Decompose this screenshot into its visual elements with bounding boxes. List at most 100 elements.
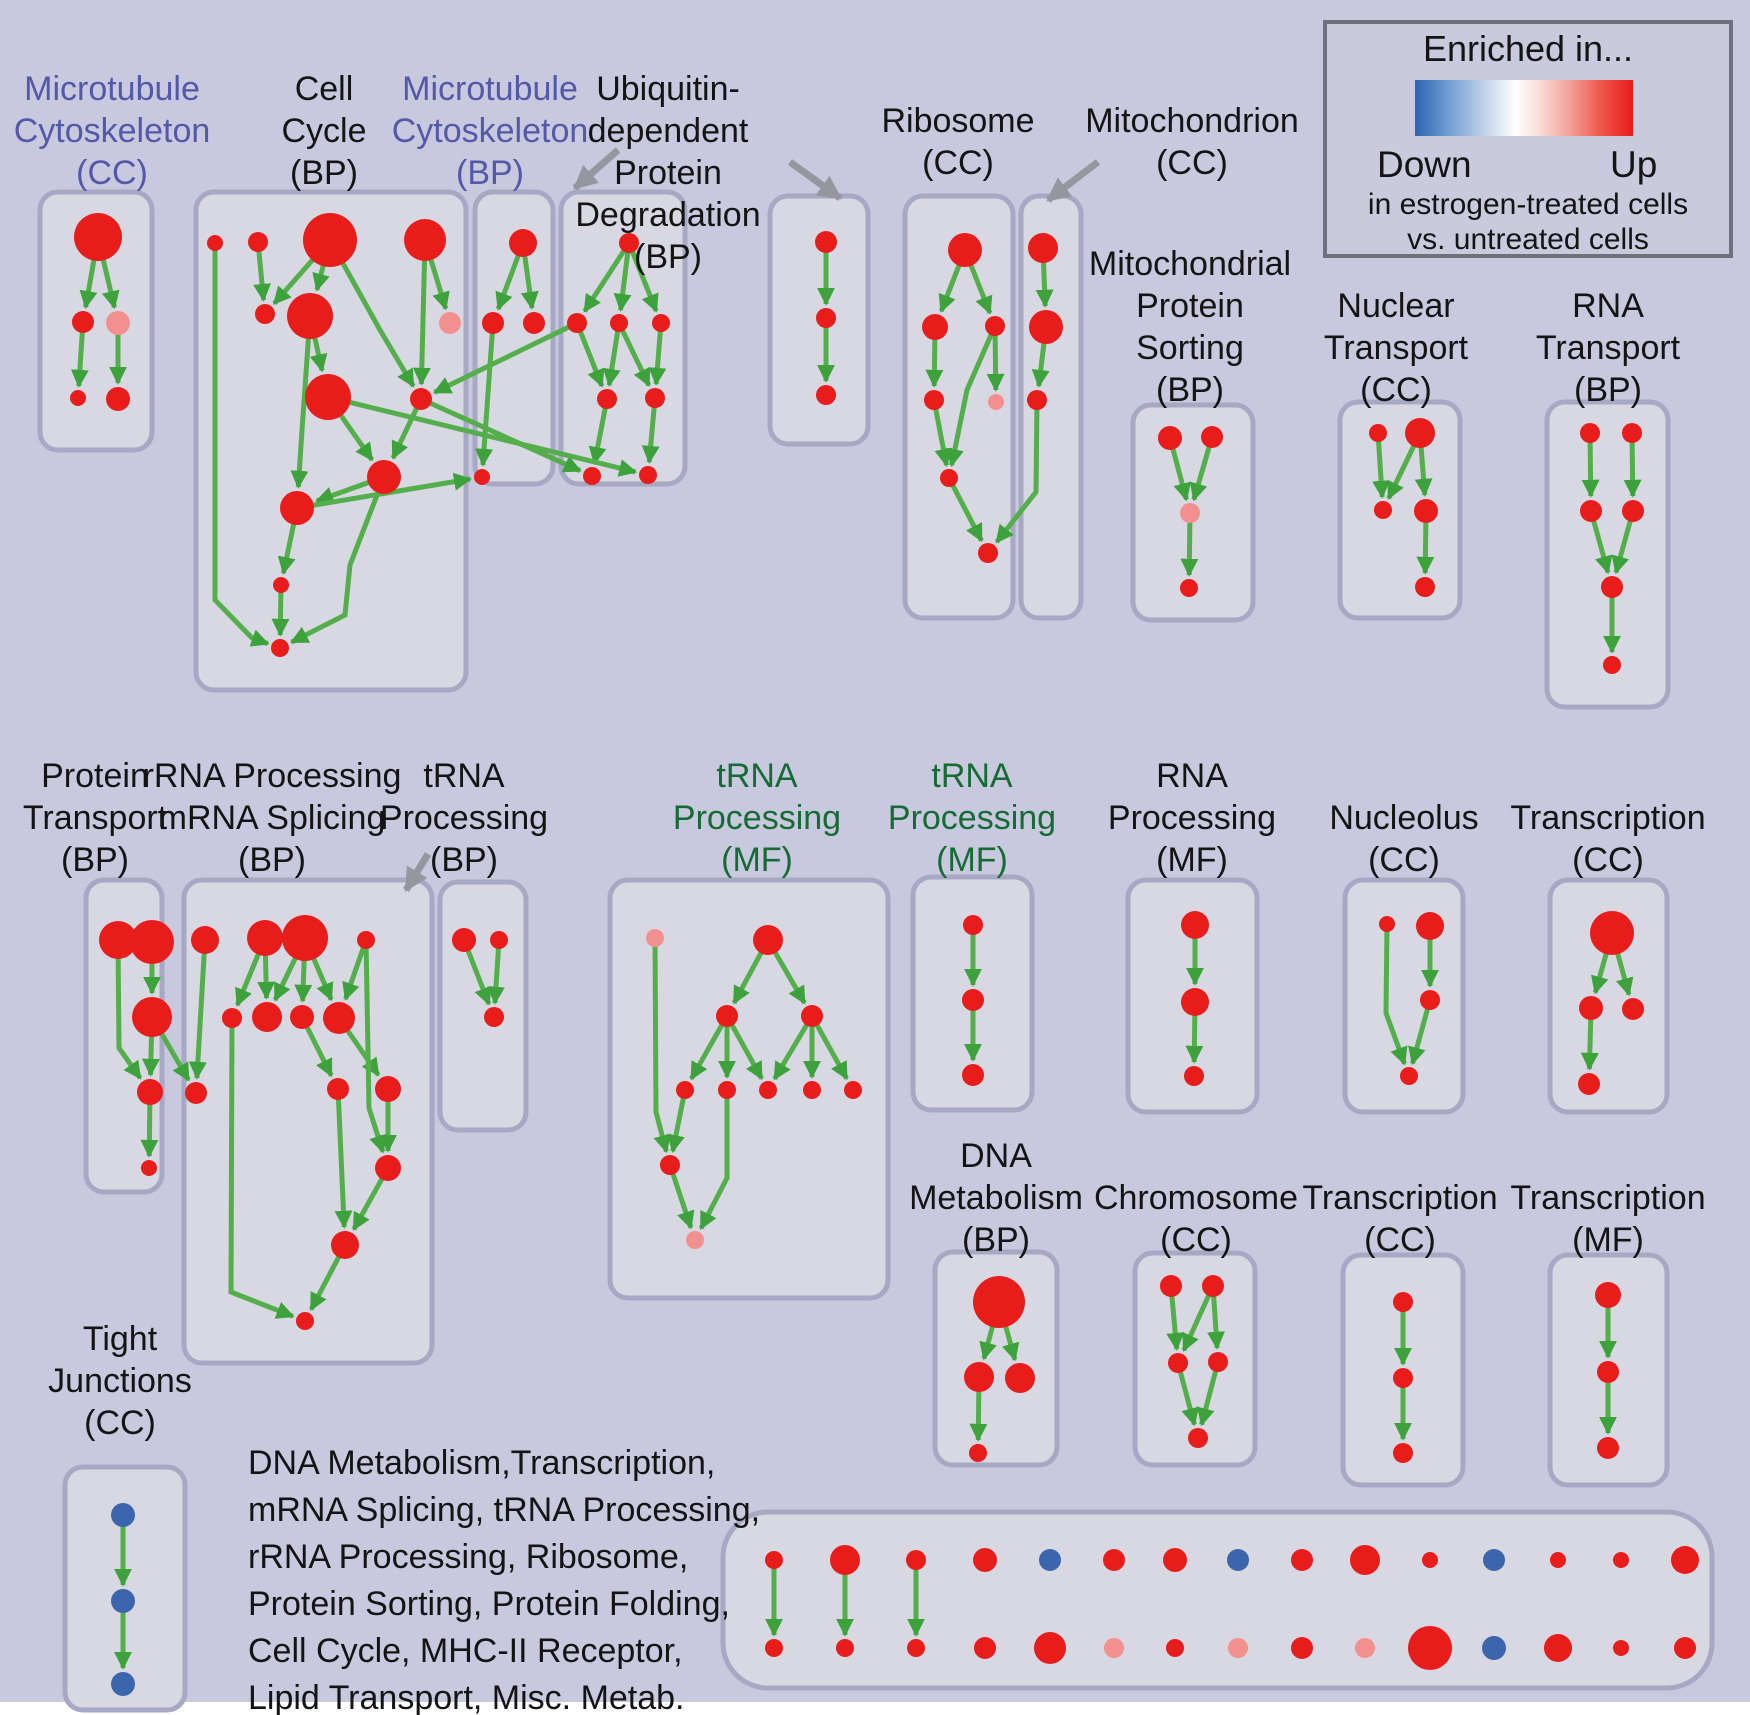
- cluster-label-line: (CC): [922, 144, 994, 182]
- gene-node: [287, 293, 333, 339]
- cluster-label-line: (BP): [429, 841, 498, 879]
- gene-node: [273, 577, 289, 593]
- cluster-label: Ubiquitin-dependent Protein Degradation (BP…: [575, 68, 760, 278]
- edge-arrow: [931, 399, 953, 467]
- gene-node: [1595, 1282, 1621, 1308]
- cluster-label-line: mRNA Splicing: [158, 799, 386, 837]
- gene-node: [844, 1081, 862, 1099]
- gene-node: [1405, 418, 1435, 448]
- cluster-label-line: (BP): [290, 154, 358, 192]
- gene-node: [1674, 1637, 1696, 1659]
- cluster-label-line: Nuclear: [1337, 287, 1455, 325]
- gene-node: [816, 308, 836, 328]
- gene-node: [1400, 1067, 1418, 1085]
- gene-node: [191, 926, 219, 954]
- cluster-label: RNA Transport (BP): [1536, 285, 1680, 411]
- gene-node: [1103, 1549, 1125, 1571]
- cluster-box-nuclear-transport-cc: [1337, 399, 1463, 621]
- edge-arrow: [641, 397, 660, 464]
- gene-node: [686, 1231, 704, 1249]
- edge-arrow: [290, 315, 313, 489]
- gene-node: [836, 1639, 854, 1657]
- cluster-label-line: dependent: [587, 112, 749, 150]
- gene-node: [74, 213, 122, 261]
- cluster-label-line: tRNA: [716, 757, 798, 795]
- edge-arrow: [475, 322, 496, 467]
- cluster-label: Mitochondrion (CC): [1085, 100, 1299, 184]
- gene-node: [130, 920, 174, 964]
- cluster-label: Chromosome (CC): [1094, 1177, 1298, 1261]
- gene-node: [978, 543, 998, 563]
- cluster-label-line: Microtubule: [402, 70, 578, 108]
- cluster-label-line: RNA: [1572, 287, 1644, 325]
- gene-node: [1603, 656, 1621, 674]
- cluster-label-line: Mitochondrial: [1088, 245, 1292, 283]
- gene-node: [72, 311, 94, 333]
- edge-arrow: [946, 324, 998, 468]
- gene-node: [803, 1081, 821, 1099]
- edge-arrow: [1180, 512, 1199, 577]
- edge-arrow: [616, 321, 652, 388]
- gene-node: [99, 921, 137, 959]
- gene-node: [610, 314, 628, 332]
- gene-node: [801, 1005, 823, 1027]
- cluster-box-mixed-categories: [720, 1509, 1715, 1691]
- cluster-label-line: (CC): [84, 1404, 156, 1442]
- cluster-label-line: Processing: [672, 799, 842, 837]
- edge-arrow: [613, 242, 632, 312]
- legend-subtitle-2: vs. untreated cells: [1407, 223, 1649, 256]
- gene-node: [1166, 1639, 1184, 1657]
- cluster-label-line: Protein: [41, 757, 149, 795]
- gene-node: [1163, 1548, 1187, 1572]
- cluster-label-line: (BP): [634, 238, 702, 276]
- gene-node: [222, 1008, 242, 1028]
- gene-node: [1355, 1638, 1375, 1658]
- gene-node: [290, 1005, 314, 1029]
- gene-node: [1039, 1549, 1061, 1571]
- gene-node: [252, 1002, 282, 1032]
- edge-arrow: [1623, 432, 1642, 498]
- gene-node: [973, 1276, 1025, 1328]
- gene-node: [924, 390, 944, 410]
- cluster-label-line: Cell: [294, 70, 354, 108]
- gene-node: [1483, 1549, 1505, 1571]
- cluster-box-trna-processing-bp: [437, 879, 529, 1133]
- edge-arrow: [986, 325, 1005, 392]
- legend-title: Enriched in...: [1422, 28, 1634, 69]
- edge-arrow: [1581, 432, 1600, 498]
- cluster-label-line: (CC): [76, 154, 148, 192]
- gene-node: [1580, 500, 1602, 522]
- gene-node: [1579, 996, 1603, 1020]
- cluster-label: DNA Metabolism (BP): [909, 1135, 1083, 1261]
- note-line: mRNA Splicing, tRNA Processing,: [248, 1491, 761, 1529]
- gene-node: [141, 1160, 157, 1176]
- edge-arrow: [1181, 1284, 1216, 1352]
- edge-arrow: [412, 239, 431, 386]
- gene-node: [1158, 426, 1182, 450]
- cluster-label-line: (BP): [455, 154, 524, 192]
- gene-node: [1601, 576, 1623, 598]
- cluster-label-line: Processing: [887, 799, 1057, 837]
- gene-node: [907, 1639, 925, 1657]
- cluster-label-line: Microtubule: [24, 70, 200, 108]
- gene-node: [111, 1589, 135, 1613]
- gene-node: [410, 388, 432, 410]
- gene-node: [1369, 424, 1387, 442]
- edge-arrow: [289, 476, 387, 645]
- gene-node: [1180, 503, 1200, 523]
- cluster-label-line: Cytoskeleton: [391, 112, 589, 150]
- cross-cluster-edge-arrow: [994, 399, 1040, 544]
- cluster-label-line: Ubiquitin-: [596, 70, 740, 108]
- edge-arrow: [1383, 923, 1408, 1066]
- gene-node: [303, 213, 357, 267]
- note-line: rRNA Processing, Ribosome,: [248, 1538, 689, 1576]
- gene-node: [1028, 233, 1058, 263]
- gene-node: [111, 1503, 135, 1527]
- edge-arrow: [667, 1089, 688, 1154]
- cross-cluster-edge-arrow: [432, 320, 579, 395]
- gene-node: [1291, 1637, 1313, 1659]
- edge-arrow: [652, 937, 671, 1154]
- gene-node: [969, 1444, 987, 1462]
- gene-node: [482, 312, 504, 334]
- cluster-label-line: (BP): [1573, 371, 1642, 409]
